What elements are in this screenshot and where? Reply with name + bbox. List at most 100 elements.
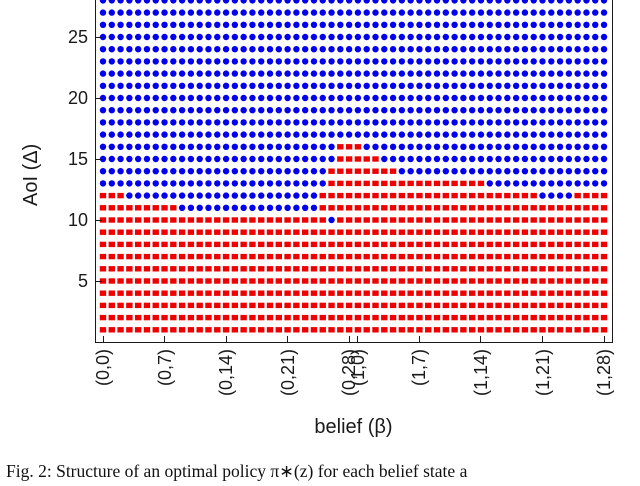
marker-red-square xyxy=(372,266,379,272)
marker-red-square xyxy=(214,290,221,296)
marker-blue-circle xyxy=(108,143,115,150)
marker-blue-circle xyxy=(301,33,309,41)
marker-blue-circle xyxy=(521,0,529,4)
marker-blue-circle xyxy=(583,9,590,16)
marker-blue-circle xyxy=(328,46,335,53)
marker-blue-circle xyxy=(99,82,107,90)
marker-blue-circle xyxy=(486,180,493,187)
marker-blue-circle xyxy=(468,46,476,53)
y-tick-mark xyxy=(96,158,102,160)
marker-blue-circle xyxy=(196,21,203,28)
marker-blue-circle xyxy=(548,70,555,77)
marker-red-square xyxy=(372,168,379,174)
marker-blue-circle xyxy=(310,0,318,4)
marker-blue-circle xyxy=(170,82,177,90)
marker-blue-circle xyxy=(337,70,344,77)
marker-blue-circle xyxy=(416,46,423,53)
marker-red-square xyxy=(363,302,370,309)
marker-red-square xyxy=(425,229,432,235)
x-axis-label: belief (β) xyxy=(314,416,393,438)
marker-red-square xyxy=(363,266,370,272)
marker-red-square xyxy=(495,192,502,199)
marker-blue-circle xyxy=(249,0,256,4)
marker-red-square xyxy=(266,266,274,272)
marker-red-square xyxy=(442,302,450,309)
marker-red-square xyxy=(293,327,300,333)
marker-red-square xyxy=(266,229,274,235)
marker-blue-circle xyxy=(240,58,247,65)
marker-red-square xyxy=(222,290,230,296)
marker-blue-circle xyxy=(275,21,282,28)
marker-red-square xyxy=(600,266,608,272)
marker-red-square xyxy=(99,192,107,199)
marker-red-square xyxy=(442,278,450,284)
marker-blue-circle xyxy=(258,33,265,41)
marker-blue-circle xyxy=(293,155,300,163)
marker-blue-circle xyxy=(108,94,115,102)
marker-blue-circle xyxy=(99,168,107,175)
marker-blue-circle xyxy=(539,119,546,126)
marker-red-square xyxy=(363,241,370,248)
marker-red-square xyxy=(205,302,212,309)
marker-red-square xyxy=(205,266,212,272)
marker-blue-circle xyxy=(583,131,590,138)
marker-red-square xyxy=(565,217,573,223)
marker-blue-circle xyxy=(108,131,115,138)
marker-blue-circle xyxy=(574,21,581,28)
y-tick-mark xyxy=(96,280,102,282)
marker-blue-circle xyxy=(556,0,564,4)
marker-blue-circle xyxy=(521,82,529,90)
marker-red-square xyxy=(468,327,476,333)
marker-red-square xyxy=(556,314,564,321)
marker-red-square xyxy=(345,241,353,248)
marker-red-square xyxy=(143,241,151,248)
marker-blue-circle xyxy=(442,143,450,150)
marker-blue-circle xyxy=(126,0,133,4)
marker-blue-circle xyxy=(205,82,212,90)
marker-blue-circle xyxy=(99,143,107,150)
marker-blue-circle xyxy=(477,9,485,16)
marker-red-square xyxy=(504,266,511,272)
marker-blue-circle xyxy=(161,70,168,77)
marker-red-square xyxy=(266,314,274,321)
marker-blue-circle xyxy=(486,82,493,90)
y-tick-label: 5 xyxy=(77,271,88,291)
marker-blue-circle xyxy=(240,33,247,41)
marker-blue-circle xyxy=(495,119,502,126)
marker-red-square xyxy=(521,253,529,260)
marker-red-square xyxy=(275,278,282,284)
marker-red-square xyxy=(319,253,326,260)
marker-red-square xyxy=(583,229,590,235)
marker-blue-circle xyxy=(240,21,247,28)
marker-red-square xyxy=(258,290,265,296)
marker-blue-circle xyxy=(178,0,186,4)
marker-blue-circle xyxy=(258,180,265,187)
marker-blue-circle xyxy=(363,9,370,16)
marker-blue-circle xyxy=(266,204,274,211)
marker-blue-circle xyxy=(600,131,608,138)
marker-blue-circle xyxy=(416,155,423,163)
marker-blue-circle xyxy=(512,168,520,175)
marker-blue-circle xyxy=(196,119,203,126)
marker-blue-circle xyxy=(583,82,590,90)
marker-red-square xyxy=(451,278,458,284)
marker-red-square xyxy=(258,229,265,235)
marker-red-square xyxy=(345,327,353,333)
marker-blue-circle xyxy=(512,0,520,4)
marker-blue-circle xyxy=(284,21,291,28)
marker-blue-circle xyxy=(337,9,344,16)
marker-blue-circle xyxy=(521,155,529,163)
marker-red-square xyxy=(99,253,107,260)
marker-blue-circle xyxy=(161,168,168,175)
marker-blue-circle xyxy=(196,107,203,114)
marker-red-square xyxy=(512,290,520,296)
marker-blue-circle xyxy=(574,94,581,102)
marker-blue-circle xyxy=(372,107,379,114)
marker-red-square xyxy=(460,217,467,223)
marker-blue-circle xyxy=(565,70,573,77)
marker-red-square xyxy=(293,266,300,272)
marker-red-square xyxy=(592,266,599,272)
marker-red-square xyxy=(548,266,555,272)
marker-blue-circle xyxy=(539,180,546,187)
marker-red-square xyxy=(301,314,309,321)
